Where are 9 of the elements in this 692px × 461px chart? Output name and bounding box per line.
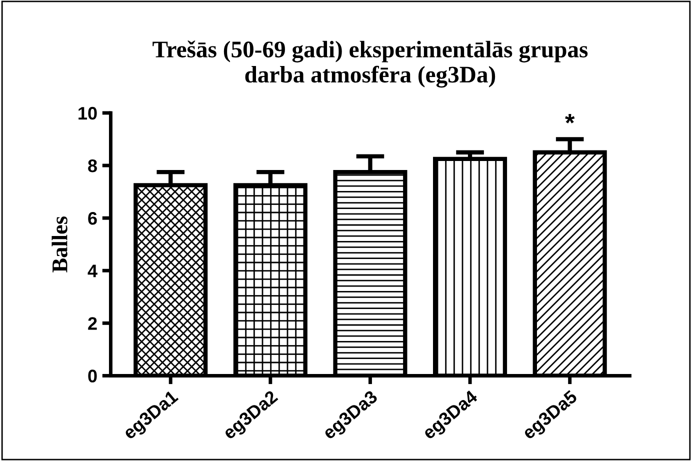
y-tick-label: 10 [78,106,97,120]
y-tick-label: 4 [88,264,98,278]
y-tick-label: 6 [88,212,97,225]
y-axis-title: Balles [52,216,68,272]
y-tick-label: 2 [88,317,97,330]
annotation: * [565,114,575,124]
chart-title: Trešās (50-69 gadi) eksperimentālās grupas darba atmosfēra (eg3Da) [152,40,588,88]
y-tick-label: 0 [88,370,97,382]
y-tick-label: 8 [88,159,97,172]
